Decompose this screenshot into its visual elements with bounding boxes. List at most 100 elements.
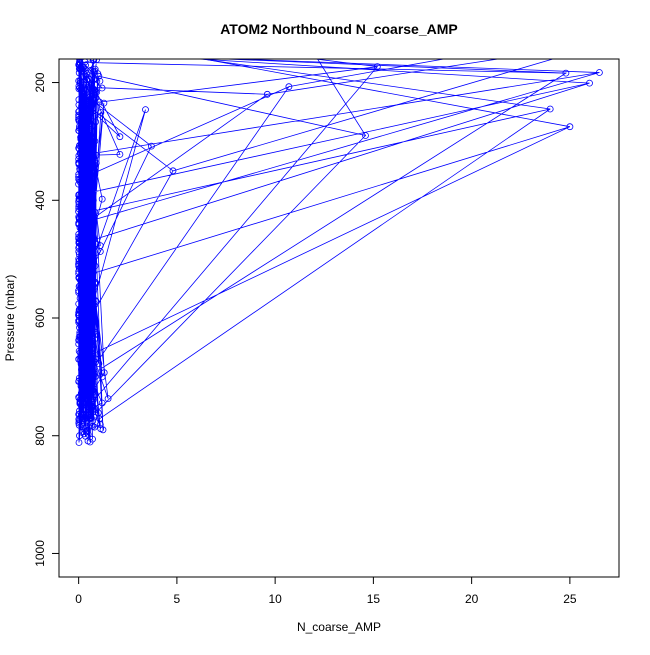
data-point <box>76 333 84 341</box>
data-point <box>97 109 105 116</box>
data-point <box>84 375 92 383</box>
data-point <box>85 144 93 152</box>
data-point <box>373 63 381 71</box>
data-point <box>76 432 83 440</box>
y-tick-label: 600 <box>33 308 47 328</box>
data-point <box>86 76 94 84</box>
offscale-line <box>199 59 551 110</box>
data-point <box>362 132 369 139</box>
data-point <box>82 424 90 432</box>
data-point <box>91 423 98 431</box>
data-point <box>75 191 83 199</box>
data-point <box>142 106 149 113</box>
data-point <box>81 371 89 379</box>
data-point <box>75 195 83 203</box>
data-point <box>78 128 86 136</box>
data-point <box>75 267 83 275</box>
data-point <box>100 369 108 377</box>
data-point <box>75 85 83 93</box>
data-point <box>92 298 100 306</box>
data-point <box>79 225 87 233</box>
data-point <box>89 269 97 276</box>
data-point <box>91 137 99 145</box>
data-point <box>90 388 97 396</box>
data-point <box>95 360 103 367</box>
data-point <box>75 355 83 363</box>
data-point <box>89 177 97 185</box>
data-point <box>77 322 85 330</box>
data-point <box>92 159 100 167</box>
data-point <box>75 289 83 297</box>
data-point <box>79 392 87 400</box>
data-point <box>87 338 95 346</box>
data-point <box>90 68 97 76</box>
data-point <box>93 59 100 63</box>
data-point <box>86 256 94 264</box>
data-point <box>92 118 99 126</box>
data-point <box>75 180 82 188</box>
data-point <box>85 173 92 181</box>
data-point <box>75 237 83 245</box>
data-point <box>84 294 92 302</box>
data-point <box>285 83 293 91</box>
data-point <box>75 233 83 241</box>
data-point <box>99 426 107 434</box>
data-point <box>98 399 106 407</box>
chart-title: ATOM2 Northbound N_coarse_AMP <box>220 21 458 37</box>
data-point <box>88 122 96 130</box>
data-point <box>94 409 102 417</box>
y-axis-label: Pressure (mbar) <box>3 275 17 362</box>
data-point <box>80 282 87 290</box>
data-point <box>78 213 85 221</box>
data-point <box>76 84 84 92</box>
data-point <box>75 419 83 427</box>
data-point <box>88 378 96 385</box>
offscale-line <box>317 59 366 136</box>
data-point <box>75 235 83 243</box>
data-point <box>86 306 94 314</box>
data-point <box>81 90 89 98</box>
data-point <box>116 133 124 141</box>
data-point <box>82 260 89 268</box>
data-point <box>78 157 85 165</box>
offscale-line <box>216 59 566 74</box>
data-point <box>87 264 95 272</box>
data-point <box>87 413 95 421</box>
data-point <box>84 303 92 311</box>
data-point <box>75 203 83 211</box>
data-point <box>78 117 86 125</box>
data-point <box>94 70 102 77</box>
data-point <box>76 410 83 418</box>
data-point <box>75 230 83 238</box>
data-point <box>96 248 104 255</box>
data-point <box>79 411 87 419</box>
x-axis: 0 5 10 15 20 25 <box>75 576 577 606</box>
data-point <box>75 312 83 319</box>
data-point <box>76 398 84 406</box>
data-point <box>91 208 99 216</box>
data-point <box>96 421 104 428</box>
data-point <box>75 144 83 152</box>
data-point <box>75 111 83 119</box>
data-point <box>82 61 89 69</box>
data-point <box>75 336 83 344</box>
data-point <box>85 275 93 282</box>
y-tick-label: 800 <box>33 425 47 445</box>
data-point <box>75 260 82 268</box>
data-point <box>80 224 88 232</box>
data-point <box>75 439 83 446</box>
data-point <box>147 142 155 150</box>
data-point <box>89 104 97 112</box>
data-point <box>84 152 91 160</box>
data-point <box>75 127 83 134</box>
data-point <box>91 167 99 175</box>
data-point <box>76 224 84 232</box>
offscale-line <box>201 59 570 128</box>
data-point <box>546 105 554 113</box>
data-point <box>82 167 90 175</box>
data-point <box>89 340 97 347</box>
data-point <box>90 283 98 291</box>
data-point <box>77 123 85 131</box>
data-point <box>75 145 83 153</box>
